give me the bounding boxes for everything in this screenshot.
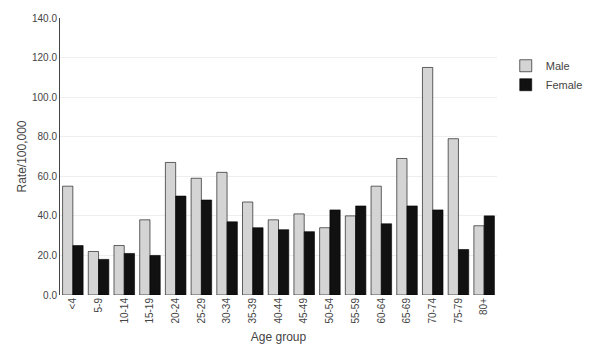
svg-text:Age group: Age group — [251, 330, 307, 344]
svg-text:Male: Male — [546, 60, 570, 72]
svg-text:50-54: 50-54 — [324, 298, 335, 324]
svg-text:25-29: 25-29 — [196, 298, 207, 324]
svg-text:70-74: 70-74 — [427, 298, 438, 324]
svg-text:40.0: 40.0 — [38, 210, 58, 221]
svg-text:30-34: 30-34 — [221, 298, 232, 324]
svg-text:80+: 80+ — [478, 298, 489, 315]
svg-text:5-9: 5-9 — [93, 298, 104, 313]
svg-text:35-39: 35-39 — [247, 298, 258, 324]
svg-text:60.0: 60.0 — [38, 171, 58, 182]
svg-text:100.0: 100.0 — [32, 92, 57, 103]
svg-text:15-19: 15-19 — [144, 298, 155, 324]
svg-text:Rate/100,000: Rate/100,000 — [15, 120, 29, 192]
svg-text:40-44: 40-44 — [273, 298, 284, 324]
svg-text:0.0: 0.0 — [43, 290, 57, 301]
svg-text:20-24: 20-24 — [170, 298, 181, 324]
svg-text:60-64: 60-64 — [376, 298, 387, 324]
svg-text:75-79: 75-79 — [453, 298, 464, 324]
svg-text:Female: Female — [546, 79, 583, 91]
svg-text:80.0: 80.0 — [38, 131, 58, 142]
svg-text:120.0: 120.0 — [32, 52, 57, 63]
svg-text:20.0: 20.0 — [38, 250, 58, 261]
svg-text:140.0: 140.0 — [32, 13, 57, 24]
svg-text:65-69: 65-69 — [401, 298, 412, 324]
svg-text:10-14: 10-14 — [119, 298, 130, 324]
svg-text:55-59: 55-59 — [350, 298, 361, 324]
svg-text:45-49: 45-49 — [298, 298, 309, 324]
svg-text:<4: <4 — [67, 298, 78, 310]
